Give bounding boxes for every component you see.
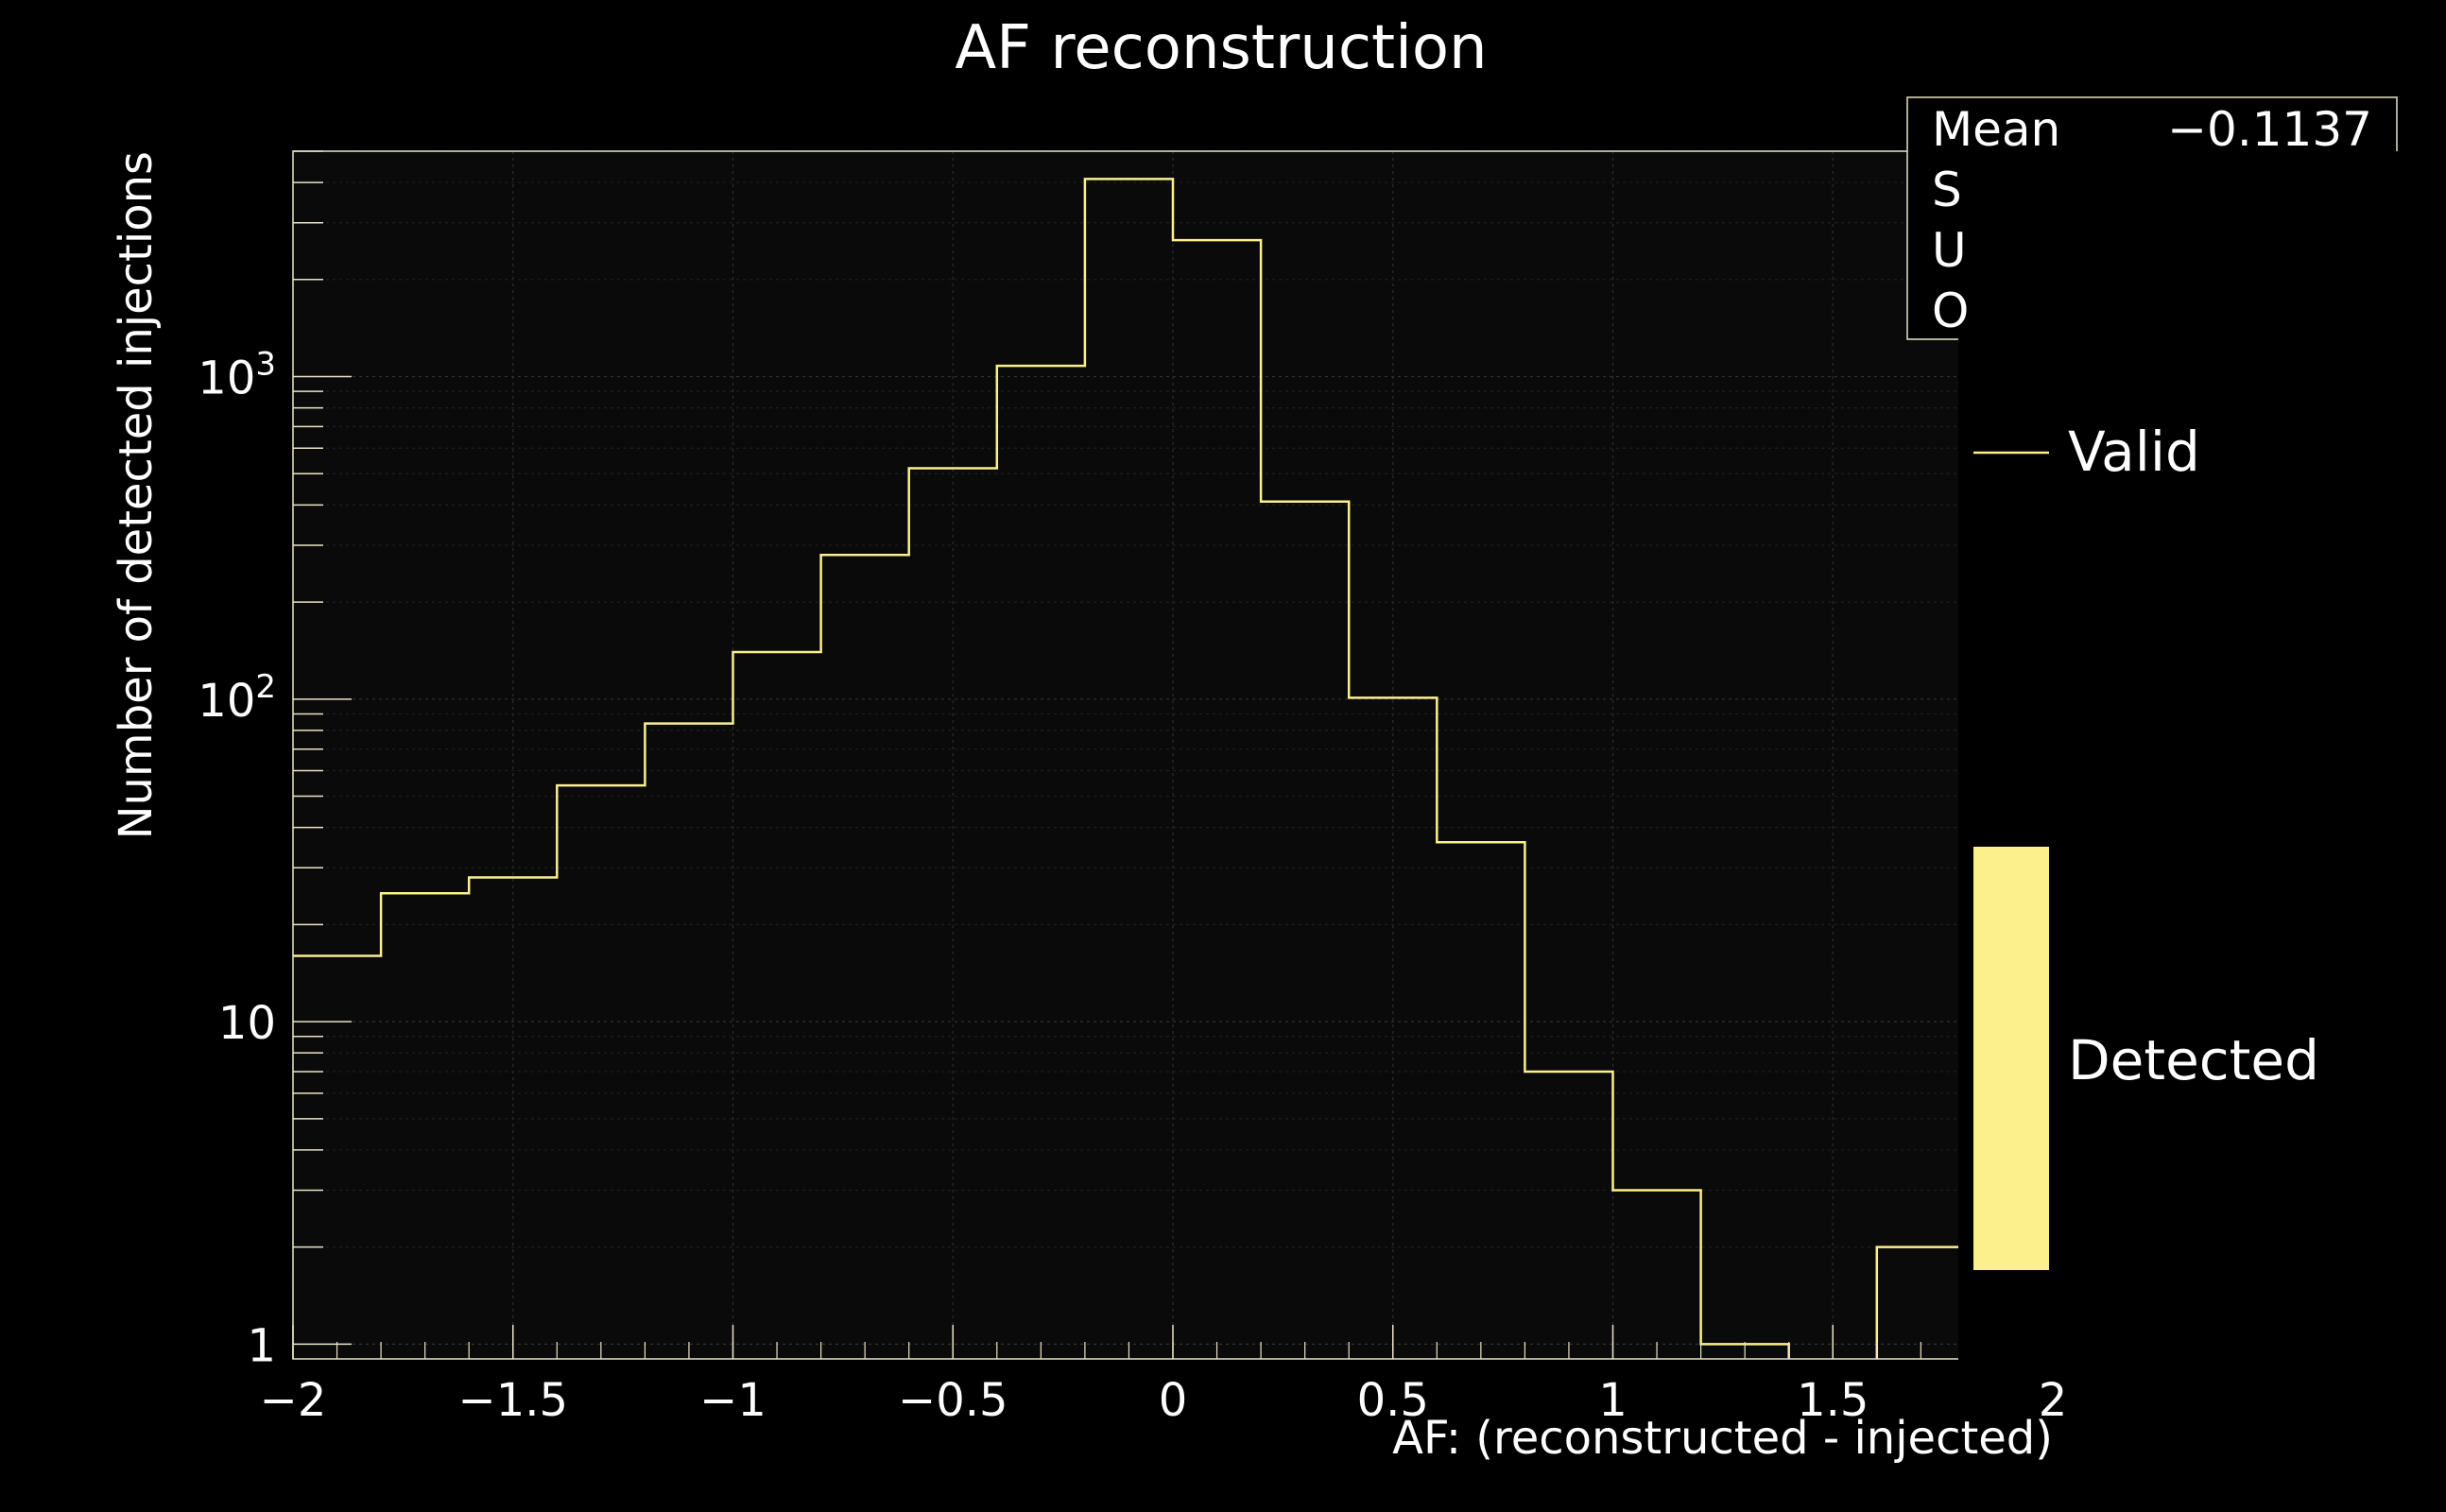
x-tick-label: 2: [2039, 1374, 2068, 1427]
x-tick-label: 1.5: [1797, 1374, 1869, 1427]
chart-title: AF reconstruction: [955, 13, 1487, 83]
y-axis-label: Number of detected injections: [110, 151, 163, 839]
x-tick-label: −0.5: [898, 1374, 1008, 1427]
y-axis: [293, 150, 352, 1346]
stats-underflow-label: U: [1932, 223, 1967, 278]
histogram-series-valid: [293, 178, 1965, 1359]
x-tick-label: 0: [1159, 1374, 1188, 1427]
x-tick-label: −2: [260, 1374, 327, 1427]
y-tick-label: 103: [198, 346, 276, 405]
stats-box: Mean −0.1137 S U O: [1932, 102, 2372, 338]
y-tick-labels: 1 10 102 103: [198, 346, 276, 1373]
stats-box-cover: [1958, 151, 2446, 359]
stats-std-label: S: [1932, 163, 1962, 217]
stats-mean-label: Mean: [1932, 102, 2060, 157]
x-tick-labels: −2 −1.5 −1 −0.5 0 0.5 1 1.5 2: [260, 1374, 2068, 1427]
legend-valid-label: Valid: [2068, 420, 2200, 484]
x-tick-label: 0.5: [1357, 1374, 1429, 1427]
x-tick-label: −1.5: [457, 1374, 568, 1427]
x-tick-label: 1: [1598, 1374, 1628, 1427]
y-tick-label: 10: [218, 997, 276, 1050]
x-tick-label: −1: [699, 1374, 767, 1427]
legend-detected-label: Detected: [2068, 1028, 2319, 1092]
y-tick-label: 102: [198, 668, 276, 728]
stats-overflow-label: O: [1932, 284, 1969, 338]
legend-detected-swatch: [1973, 847, 2049, 1270]
series-layer: [293, 178, 1965, 1359]
stats-mean-value: −0.1137: [2167, 102, 2372, 157]
grid-lines: [292, 150, 2054, 1359]
y-tick-label: 1: [247, 1319, 276, 1372]
x-axis-label: AF: (reconstructed - injected): [1392, 1412, 2053, 1465]
